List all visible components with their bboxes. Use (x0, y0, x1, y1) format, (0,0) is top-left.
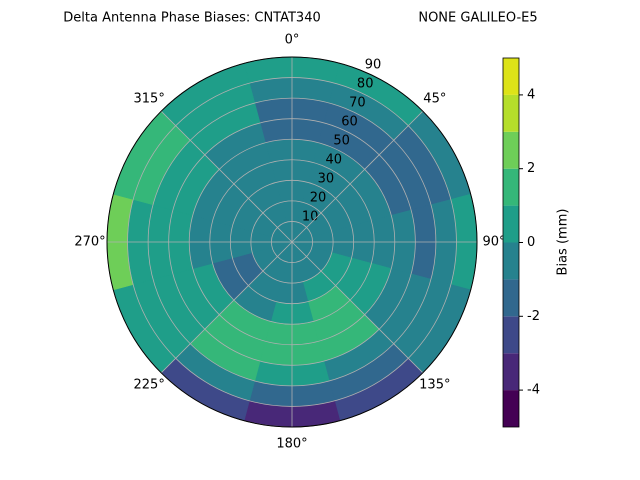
colorbar-band (503, 131, 519, 169)
chart-title-right: NONE GALILEO-E5 (418, 11, 537, 26)
r-tick-label: 40 (325, 153, 342, 168)
colorbar-band (503, 242, 519, 280)
r-tick-label: 70 (349, 96, 366, 111)
grid-spoke (160, 241, 293, 374)
chart-title: Delta Antenna Phase Biases: CNTAT340 (63, 11, 321, 26)
colorbar-tick-label: 2 (527, 161, 535, 176)
theta-tick-label: 225° (134, 377, 165, 392)
colorbar-tick-label: 4 (527, 87, 535, 102)
colorbar-band (503, 390, 519, 427)
colorbar-tick-label: 0 (527, 235, 535, 250)
theta-tick-label: 180° (276, 437, 307, 452)
r-tick-label: 90 (365, 58, 382, 73)
colorbar-band (503, 94, 519, 132)
grid-spoke (291, 110, 424, 243)
r-tick-label: 30 (318, 172, 335, 187)
theta-tick-label: 135° (419, 377, 450, 392)
colorbar-band (503, 279, 519, 317)
r-tick-label: 60 (341, 115, 358, 130)
grid-spoke (160, 110, 293, 243)
colorbar-tick-label: -4 (527, 383, 540, 398)
colorbar-label: Bias (mm) (556, 209, 571, 276)
r-tick-label: 50 (333, 134, 350, 149)
theta-tick-label: 270° (74, 235, 105, 250)
colorbar-band (503, 353, 519, 391)
theta-tick-label: 45° (423, 92, 446, 107)
grid-spoke (291, 241, 424, 374)
colorbar-band (503, 168, 519, 206)
polar-frame (106, 56, 478, 428)
r-tick-label: 80 (357, 77, 374, 92)
r-tick-label: 10 (302, 210, 319, 225)
colorbar-band (503, 205, 519, 243)
colorbar-tick-label: -2 (527, 309, 540, 324)
r-tick-label: 20 (310, 191, 327, 206)
theta-tick-label: 0° (285, 33, 300, 48)
colorbar-band (503, 316, 519, 354)
theta-tick-label: 90° (482, 235, 505, 250)
colorbar-band (503, 58, 519, 95)
theta-tick-label: 315° (134, 92, 165, 107)
